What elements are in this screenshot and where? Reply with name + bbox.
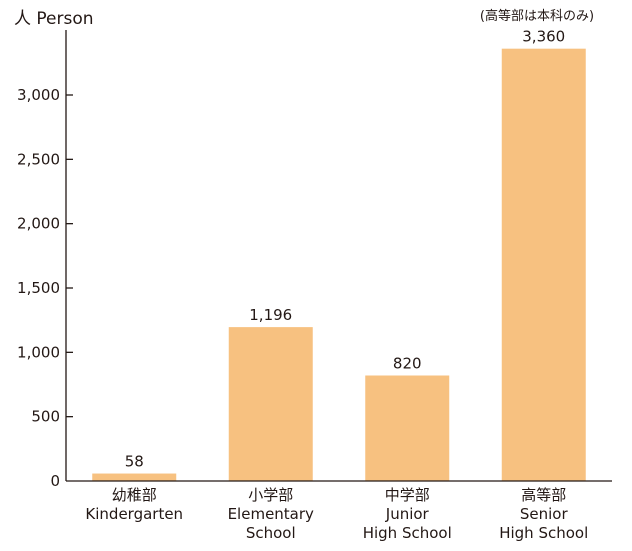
category-label: Kindergarten [85,505,183,523]
y-tick-label: 500 [31,408,60,426]
data-label: 3,360 [522,28,565,46]
y-ticks-layer: 0 500 1,000 1,500 2,000 2,500 3,000 [17,86,73,490]
bar [92,473,177,481]
bar [228,327,313,481]
y-tick-label: 3,000 [17,86,60,104]
category-label: School [246,524,296,542]
data-labels-layer: 58 1,196 820 3,360 [125,28,566,471]
y-tick-label: 1,500 [17,279,60,297]
chart-note: (高等部は本科のみ) [480,8,594,24]
bars-layer [92,48,586,482]
bar [501,48,586,482]
data-label: 58 [125,453,144,471]
category-label: Elementary [228,505,314,523]
category-label: 幼稚部 [112,486,157,504]
data-label: 1,196 [249,306,292,324]
y-tick-label: 1,000 [17,343,60,361]
y-tick-label: 2,500 [17,150,60,168]
data-label: 820 [393,354,422,372]
y-axis-title: 人 Person [14,9,94,29]
y-tick-label: 0 [50,472,60,490]
category-label: Senior [520,505,569,523]
y-tick-label: 2,000 [17,215,60,233]
bar [365,375,450,481]
category-label: 小学部 [248,486,293,504]
category-label: 中学部 [385,486,430,504]
category-label: 高等部 [521,486,566,504]
category-label: High School [499,524,588,542]
category-label: Junior [385,505,430,523]
category-label: High School [363,524,452,542]
